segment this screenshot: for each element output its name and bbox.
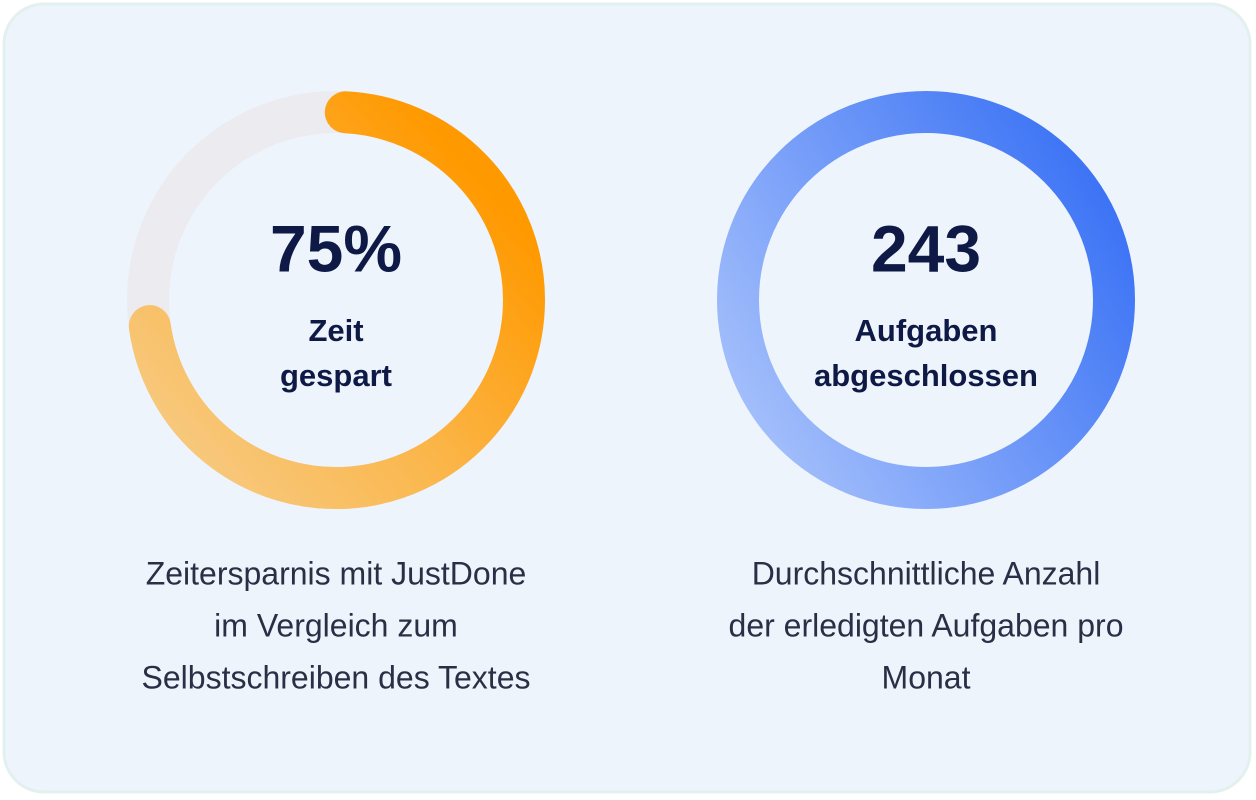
- stat-label: abgeschlossen: [814, 358, 1038, 393]
- stat-description: Monat: [882, 659, 971, 695]
- stat-label: Zeit: [308, 313, 363, 348]
- stat-description: Selbstschreiben des Textes: [142, 659, 531, 695]
- stat-description: Zeitersparnis mit JustDone: [146, 555, 527, 591]
- stat-label: Aufgaben: [855, 313, 998, 348]
- stat-description: der erledigten Aufgaben pro: [729, 607, 1124, 643]
- stat-value: 243: [871, 211, 981, 285]
- ring: [717, 91, 1135, 509]
- texts: 75% Zeit gespart Zeitersparnis mit JustDone…: [142, 211, 1124, 695]
- stat-description: im Vergleich zum: [214, 607, 458, 643]
- ring-progress: [128, 91, 545, 510]
- stat-label: gespart: [280, 358, 392, 393]
- stat-value: 75%: [270, 211, 402, 285]
- stat-description: Durchschnittliche Anzahl: [752, 555, 1101, 591]
